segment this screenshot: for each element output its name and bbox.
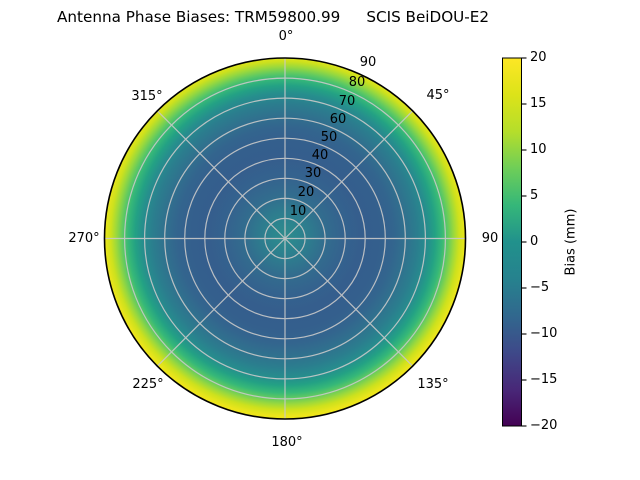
colorbar-tick-label-m5: −5 (530, 280, 550, 295)
radial-tick-label-80: 80 (348, 75, 366, 90)
angular-tick-label-45: 45° (426, 88, 450, 103)
angular-tick-label-90: 90 (481, 231, 499, 246)
angular-tick-label-0: 0° (278, 29, 294, 44)
radial-tick-label-20: 20 (297, 185, 315, 200)
colorbar-tick-label-20: 20 (530, 50, 547, 65)
chart-title-signal: SCIS BeiDOU-E2 (366, 8, 490, 26)
radial-tick-label-40: 40 (311, 148, 329, 163)
chart-title: Antenna Phase Biases: TRM59800.99 SCIS B… (57, 8, 489, 27)
colorbar-axis-label: Bias (mm) (563, 208, 579, 276)
polar-gridlines (104, 58, 466, 419)
angular-tick-label-270: 270° (68, 231, 100, 246)
colorbar-gradient (502, 57, 522, 427)
chart-title-antenna: Antenna Phase Biases: TRM59800.99 (57, 8, 341, 26)
colorbar-tick-label-10: 10 (530, 142, 547, 157)
radial-tick-label-70: 70 (338, 94, 356, 109)
colorbar-tick-label-m15: −15 (530, 372, 558, 387)
angular-tick-label-135: 135° (417, 377, 449, 392)
colorbar-tick-label-m10: −10 (530, 326, 558, 341)
angular-tick-label-225: 225° (132, 377, 164, 392)
radial-tick-label-30: 30 (304, 166, 322, 181)
radial-tick-label-10: 10 (289, 204, 307, 219)
colorbar-tick-label-m20: −20 (530, 418, 558, 433)
radial-tick-label-60: 60 (329, 112, 347, 127)
colorbar-ticks (521, 57, 527, 427)
angular-tick-label-180: 180° (271, 435, 303, 450)
radial-tick-label-90: 90 (359, 55, 377, 70)
colorbar-tick-label-0: 0 (530, 234, 539, 249)
angular-tick-label-315: 315° (131, 89, 163, 104)
polar-outline (103, 57, 467, 420)
radial-tick-label-50: 50 (320, 130, 338, 145)
colorbar-tick-label-15: 15 (530, 96, 547, 111)
colorbar-tick-label-5: 5 (530, 188, 539, 203)
